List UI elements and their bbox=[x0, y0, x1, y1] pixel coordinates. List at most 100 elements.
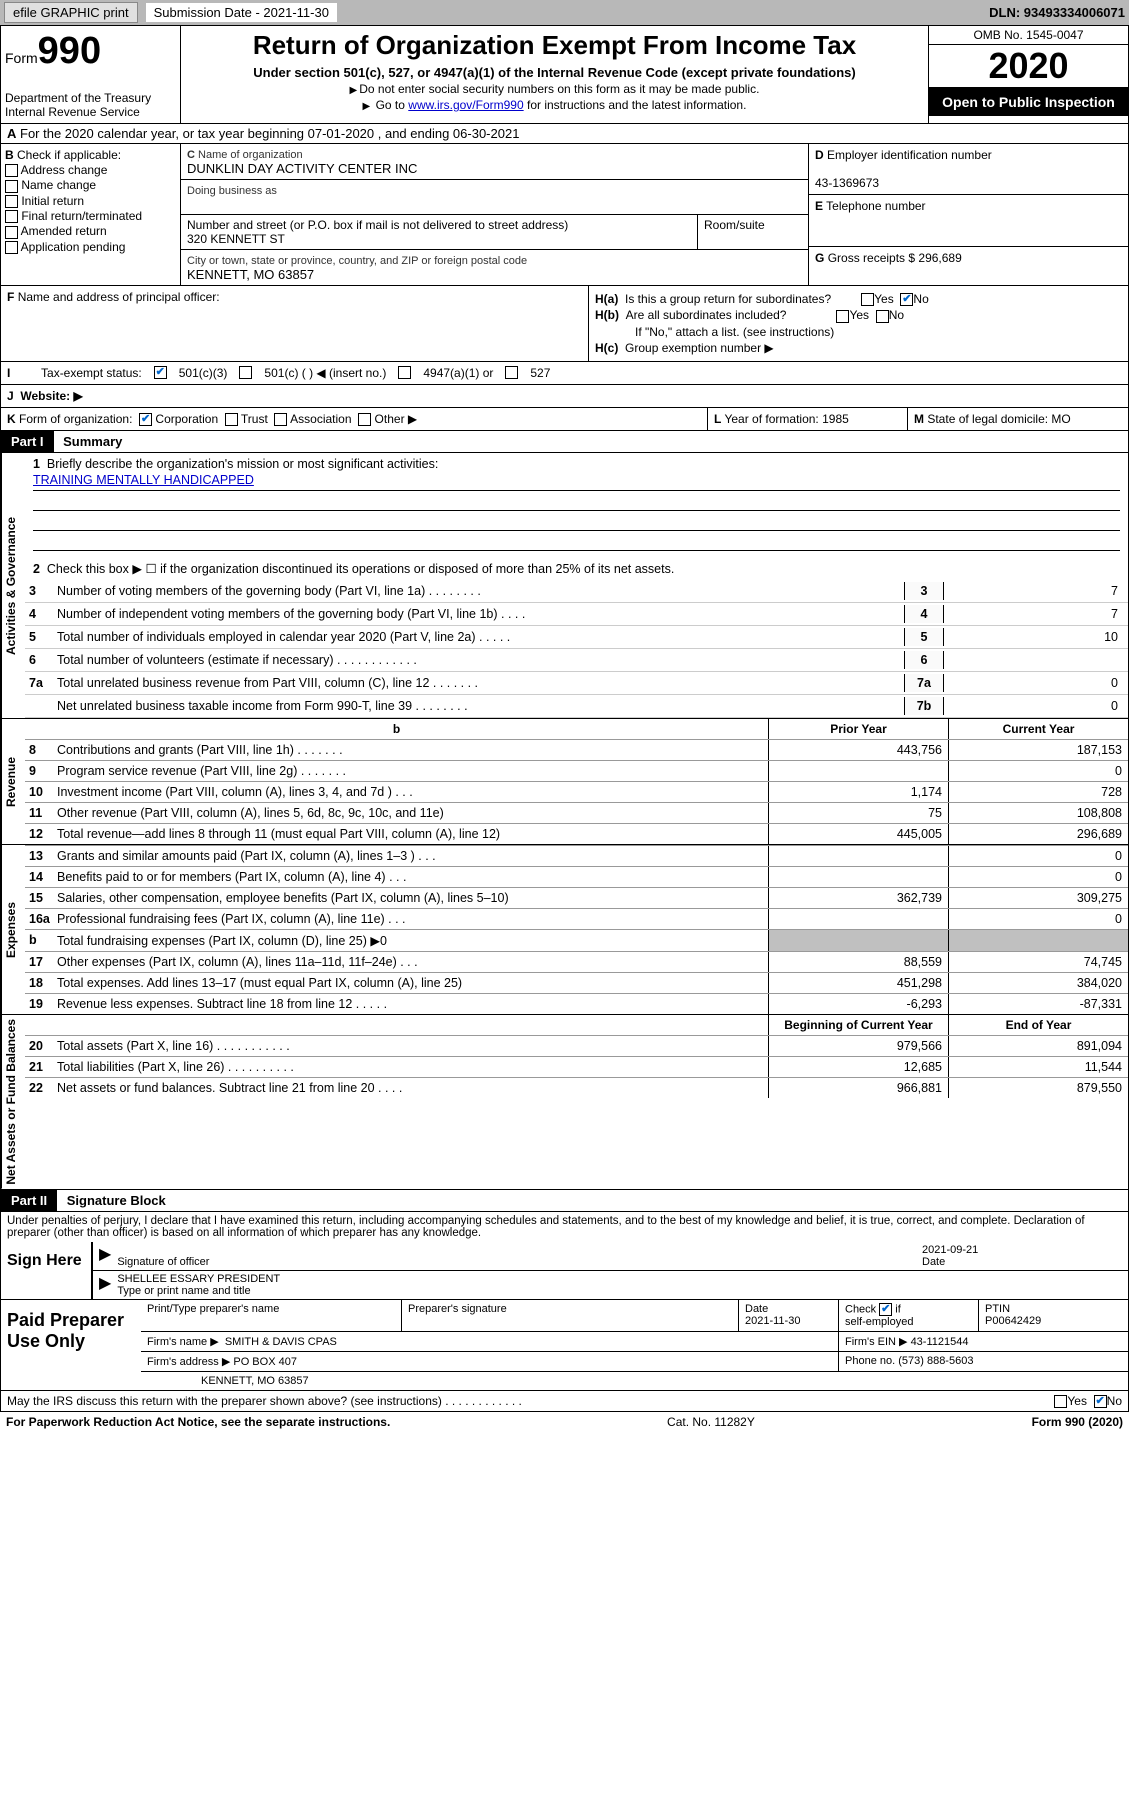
revenue-section: Revenue b Prior Year Current Year 8Contr… bbox=[0, 719, 1129, 845]
form-title-block: Return of Organization Exempt From Incom… bbox=[181, 26, 928, 123]
firm-ein: 43-1121544 bbox=[911, 1336, 969, 1348]
type-name-label: Type or print name and title bbox=[117, 1285, 250, 1297]
firm-addr-label: Firm's address ▶ bbox=[147, 1356, 230, 1368]
cb-501c[interactable] bbox=[239, 366, 252, 379]
discuss-no[interactable] bbox=[1094, 1395, 1107, 1408]
cb-name-change[interactable]: Name change bbox=[5, 178, 176, 192]
col-d-ein: D Employer identification number 43-1369… bbox=[808, 144, 1128, 285]
summary-line: 6Total number of volunteers (estimate if… bbox=[25, 649, 1128, 672]
sign-here-label: Sign Here bbox=[1, 1242, 91, 1299]
cb-501c3[interactable] bbox=[154, 366, 167, 379]
section-fgh: F Name and address of principal officer:… bbox=[0, 286, 1129, 362]
perjury-declaration: Under penalties of perjury, I declare th… bbox=[1, 1212, 1128, 1242]
governance-label: Activities & Governance bbox=[1, 453, 25, 718]
revenue-label: Revenue bbox=[1, 719, 25, 844]
mission-text: TRAINING MENTALLY HANDICAPPED bbox=[33, 473, 1120, 491]
form-number: 990 bbox=[38, 30, 101, 72]
col-b-checkboxes: B Check if applicable: Address change Na… bbox=[1, 144, 181, 285]
ptin-value: P00642429 bbox=[985, 1315, 1041, 1327]
hb-no[interactable] bbox=[876, 310, 889, 323]
col-c-org-info: C Name of organization DUNKLIN DAY ACTIV… bbox=[181, 144, 808, 285]
row-klm: K Form of organization: Corporation Trus… bbox=[0, 408, 1129, 431]
summary-line: 14Benefits paid to or for members (Part … bbox=[25, 866, 1128, 887]
cb-527[interactable] bbox=[505, 366, 518, 379]
sig-arrow-icon: ▶ bbox=[99, 1244, 111, 1268]
city-state-zip: KENNETT, MO 63857 bbox=[187, 267, 314, 282]
goto-post: for instructions and the latest informat… bbox=[524, 98, 747, 112]
part2-title: Signature Block bbox=[61, 1191, 172, 1210]
cb-assoc[interactable] bbox=[274, 413, 287, 426]
m-label: State of legal domicile: bbox=[927, 412, 1048, 426]
instructions-link[interactable]: www.irs.gov/Form990 bbox=[408, 98, 523, 112]
cat-number: Cat. No. 11282Y bbox=[390, 1415, 1031, 1429]
phone-label: Phone no. bbox=[845, 1355, 895, 1367]
ha-yes[interactable] bbox=[861, 293, 874, 306]
summary-line: Net unrelated business taxable income fr… bbox=[25, 695, 1128, 718]
firm-addr: PO BOX 407 bbox=[233, 1356, 297, 1368]
ptin-label: PTIN bbox=[985, 1303, 1010, 1315]
cb-final-return[interactable]: Final return/terminated bbox=[5, 209, 176, 223]
summary-line: 20Total assets (Part X, line 16) . . . .… bbox=[25, 1035, 1128, 1056]
cb-address-change[interactable]: Address change bbox=[5, 163, 176, 177]
netassets-label: Net Assets or Fund Balances bbox=[1, 1015, 25, 1189]
part1-title: Summary bbox=[57, 432, 128, 451]
gross-label: Gross receipts $ bbox=[828, 251, 915, 265]
ha-no[interactable] bbox=[900, 293, 913, 306]
efile-print-btn[interactable]: efile GRAPHIC print bbox=[4, 2, 138, 23]
summary-line: 22Net assets or fund balances. Subtract … bbox=[25, 1077, 1128, 1098]
row-a-tax-year: A For the 2020 calendar year, or tax yea… bbox=[0, 124, 1129, 144]
omb-number: OMB No. 1545-0047 bbox=[929, 26, 1128, 45]
ssn-note: Do not enter social security numbers on … bbox=[189, 82, 920, 96]
cb-other[interactable] bbox=[358, 413, 371, 426]
paid-preparer-block: Paid Preparer Use Only Print/Type prepar… bbox=[0, 1300, 1129, 1391]
discuss-yes[interactable] bbox=[1054, 1395, 1067, 1408]
cb-corp[interactable] bbox=[139, 413, 152, 426]
summary-line: 19Revenue less expenses. Subtract line 1… bbox=[25, 993, 1128, 1014]
cb-app-pending[interactable]: Application pending bbox=[5, 240, 176, 254]
self-employed-check[interactable]: Check ifself-employed bbox=[838, 1300, 978, 1331]
officer-label: Name and address of principal officer: bbox=[18, 290, 220, 304]
hb-yes[interactable] bbox=[836, 310, 849, 323]
hb-note: If "No," attach a list. (see instruction… bbox=[595, 325, 1122, 339]
row-j-website: J Website: ▶ bbox=[0, 385, 1129, 408]
summary-line: 7aTotal unrelated business revenue from … bbox=[25, 672, 1128, 695]
summary-line: 10Investment income (Part VIII, column (… bbox=[25, 781, 1128, 802]
current-year-hdr: Current Year bbox=[948, 719, 1128, 739]
year-formation: 1985 bbox=[822, 412, 849, 426]
cb-trust[interactable] bbox=[225, 413, 238, 426]
sig-arrow-icon: ▶ bbox=[99, 1273, 111, 1297]
part2-header: Part II Signature Block bbox=[0, 1190, 1129, 1212]
name-label: Name of organization bbox=[198, 149, 303, 161]
city-label: City or town, state or province, country… bbox=[187, 255, 527, 267]
ha-label: Is this a group return for subordinates? bbox=[625, 292, 831, 306]
tax-status-label: Tax-exempt status: bbox=[41, 366, 142, 380]
sig-officer-label: Signature of officer bbox=[117, 1256, 209, 1268]
firm-name-label: Firm's name ▶ bbox=[147, 1336, 219, 1348]
prior-year-hdr: Prior Year bbox=[768, 719, 948, 739]
prep-sig-label: Preparer's signature bbox=[401, 1300, 738, 1331]
website-label: Website: ▶ bbox=[20, 389, 82, 403]
street-address: 320 KENNETT ST bbox=[187, 232, 285, 246]
year-block: OMB No. 1545-0047 2020 Open to Public In… bbox=[928, 26, 1128, 123]
summary-line: 5Total number of individuals employed in… bbox=[25, 626, 1128, 649]
k-label: Form of organization: bbox=[19, 412, 132, 426]
line2-text: Check this box ▶ ☐ if the organization d… bbox=[47, 562, 674, 576]
state-domicile: MO bbox=[1051, 412, 1070, 426]
firm-name: SMITH & DAVIS CPAS bbox=[225, 1336, 337, 1348]
governance-section: Activities & Governance 1 Briefly descri… bbox=[0, 453, 1129, 719]
form-word: Form bbox=[5, 50, 38, 66]
form-title: Return of Organization Exempt From Incom… bbox=[189, 30, 920, 61]
cb-4947[interactable] bbox=[398, 366, 411, 379]
org-name: DUNKLIN DAY ACTIVITY CENTER INC bbox=[187, 161, 417, 176]
gross-receipts: 296,689 bbox=[918, 251, 961, 265]
summary-line: 11Other revenue (Part VIII, column (A), … bbox=[25, 802, 1128, 823]
officer-name: SHELLEE ESSARY PRESIDENT bbox=[117, 1273, 280, 1285]
part1-badge: Part I bbox=[1, 431, 54, 452]
goto-pre: Go to bbox=[376, 98, 409, 112]
cb-amended[interactable]: Amended return bbox=[5, 224, 176, 238]
cb-initial-return[interactable]: Initial return bbox=[5, 194, 176, 208]
efile-topbar: efile GRAPHIC print Submission Date - 20… bbox=[0, 0, 1129, 25]
submission-date: Submission Date - 2021-11-30 bbox=[146, 3, 337, 22]
section-bcd: B Check if applicable: Address change Na… bbox=[0, 144, 1129, 286]
summary-line: 8Contributions and grants (Part VIII, li… bbox=[25, 739, 1128, 760]
